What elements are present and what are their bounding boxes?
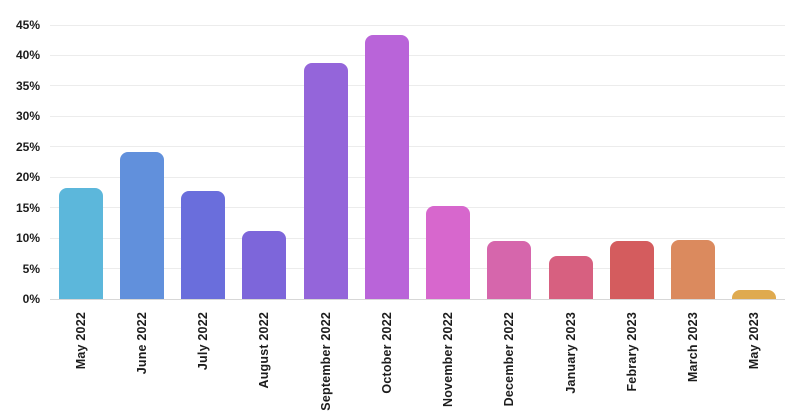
gridline bbox=[50, 85, 785, 87]
y-axis-tick-label: 20% bbox=[15, 170, 40, 185]
bar-slot bbox=[111, 25, 172, 299]
y-axis-tick-label: 5% bbox=[22, 261, 40, 276]
x-label-slot: January 2023 bbox=[564, 299, 578, 411]
bar-january-2023[interactable] bbox=[548, 256, 593, 299]
bar-slot bbox=[356, 25, 417, 299]
x-axis-tick-label: June 2022 bbox=[134, 312, 149, 375]
x-axis-tick-label: December 2022 bbox=[502, 312, 517, 407]
bar-slot bbox=[418, 25, 479, 299]
y-axis-labels: 0% 5% 10% 15% 20% 25% 30% 35% 40% 45% bbox=[0, 18, 40, 306]
bar-november-2022[interactable] bbox=[426, 206, 471, 299]
bar-column: July 2022 bbox=[173, 25, 234, 411]
bar-slot bbox=[50, 25, 111, 299]
x-label-slot: December 2022 bbox=[502, 299, 516, 411]
y-axis-tick-label: 25% bbox=[15, 139, 40, 154]
y-axis-tick-label: 40% bbox=[15, 48, 40, 63]
x-axis-tick-label: Febrary 2023 bbox=[624, 312, 639, 392]
x-label-slot: March 2023 bbox=[686, 299, 700, 411]
axis-baseline bbox=[50, 298, 785, 300]
bar-slot bbox=[479, 25, 540, 299]
bar-may-2023[interactable] bbox=[732, 289, 777, 299]
bar-column: November 2022 bbox=[418, 25, 479, 411]
bar-slot bbox=[234, 25, 295, 299]
bar-slot bbox=[173, 25, 234, 299]
x-label-slot: July 2022 bbox=[196, 299, 210, 411]
bar-column: January 2023 bbox=[540, 25, 601, 411]
bar-slot bbox=[601, 25, 662, 299]
bar-june-2022[interactable] bbox=[119, 152, 164, 299]
y-axis-tick-label: 30% bbox=[15, 109, 40, 124]
y-axis-tick-label: 15% bbox=[15, 200, 40, 215]
bar-july-2022[interactable] bbox=[181, 190, 226, 299]
x-axis-tick-label: September 2022 bbox=[318, 312, 333, 411]
bar-may-2022[interactable] bbox=[58, 188, 103, 299]
bar-slot bbox=[295, 25, 356, 299]
bar-september-2022[interactable] bbox=[303, 63, 348, 299]
bar-column: May 2023 bbox=[724, 25, 785, 411]
bar-column: October 2022 bbox=[356, 25, 417, 411]
x-label-slot: May 2022 bbox=[74, 299, 88, 411]
x-axis-tick-label: August 2022 bbox=[257, 312, 272, 389]
x-axis-tick-label: May 2023 bbox=[747, 312, 762, 370]
gridline bbox=[50, 237, 785, 239]
x-label-slot: August 2022 bbox=[257, 299, 271, 411]
y-axis-tick-label: 10% bbox=[15, 231, 40, 246]
y-axis-tick-label: 45% bbox=[15, 18, 40, 32]
bar-august-2022[interactable] bbox=[242, 230, 287, 299]
bar-december-2022[interactable] bbox=[487, 241, 532, 299]
gridline bbox=[50, 54, 785, 56]
bar-slot bbox=[540, 25, 601, 299]
x-label-slot: Febrary 2023 bbox=[625, 299, 639, 411]
gridline bbox=[50, 115, 785, 117]
plot-area: May 2022 June 2022 July 2022 August 2022 Sep… bbox=[50, 25, 785, 411]
x-axis-tick-label: May 2022 bbox=[73, 312, 88, 370]
y-axis-tick-label: 35% bbox=[15, 78, 40, 93]
gridline bbox=[50, 268, 785, 270]
gridline bbox=[50, 24, 785, 26]
x-axis-tick-label: July 2022 bbox=[196, 312, 211, 371]
y-axis-tick-label: 0% bbox=[22, 292, 40, 306]
bar-slot bbox=[663, 25, 724, 299]
x-axis-tick-label: March 2023 bbox=[686, 312, 701, 383]
bar-october-2022[interactable] bbox=[364, 34, 409, 299]
bar-column: December 2022 bbox=[479, 25, 540, 411]
bar-febrary-2023[interactable] bbox=[609, 241, 654, 299]
bar-slot bbox=[724, 25, 785, 299]
bar-column: May 2022 bbox=[50, 25, 111, 411]
x-label-slot: September 2022 bbox=[319, 299, 333, 411]
bar-column: March 2023 bbox=[663, 25, 724, 411]
x-axis-tick-label: January 2023 bbox=[563, 312, 578, 394]
gridline bbox=[50, 146, 785, 148]
bar-column: Febrary 2023 bbox=[601, 25, 662, 411]
x-label-slot: October 2022 bbox=[380, 299, 394, 411]
x-axis-tick-label: November 2022 bbox=[441, 312, 456, 408]
grid-layer bbox=[50, 24, 785, 300]
bar-column: August 2022 bbox=[234, 25, 295, 411]
bar-column: September 2022 bbox=[295, 25, 356, 411]
x-label-slot: May 2023 bbox=[747, 299, 761, 411]
x-label-slot: June 2022 bbox=[135, 299, 149, 411]
gridline bbox=[50, 207, 785, 209]
x-axis-tick-label: October 2022 bbox=[379, 312, 394, 394]
bar-march-2023[interactable] bbox=[671, 239, 716, 299]
gridline bbox=[50, 176, 785, 178]
bar-column: June 2022 bbox=[111, 25, 172, 411]
x-label-slot: November 2022 bbox=[441, 299, 455, 411]
